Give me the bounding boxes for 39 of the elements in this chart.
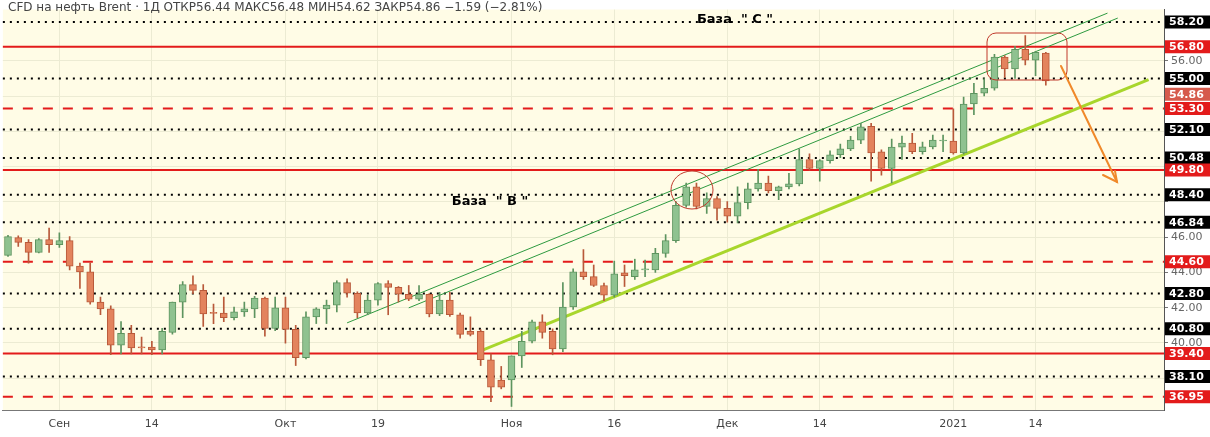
candlestick xyxy=(219,296,228,322)
ref-line-label: 58.20 xyxy=(1169,15,1205,29)
x-tick-label: Окт xyxy=(274,417,297,431)
x-tick-label: 19 xyxy=(370,417,385,431)
ref-line-label: 36.95 xyxy=(1169,390,1204,404)
x-tick-label: Сен xyxy=(48,417,71,431)
y-tick-label: 56.00 xyxy=(1171,53,1203,67)
y-tick-label: 42.00 xyxy=(1171,300,1203,314)
candlestick xyxy=(45,227,53,253)
annotation: База " B " xyxy=(451,193,529,209)
x-tick-label: Ноя xyxy=(500,417,523,431)
ref-line-label: 38.10 xyxy=(1169,369,1205,383)
ref-line-label: 56.80 xyxy=(1169,40,1205,53)
chart-title: CFD на нефть Brent · 1Д ОТКР56.44 МАКС56.48 МИН54.62 ЗАКР54.86 −1.59 (−2.81%) xyxy=(8,0,543,14)
ref-line-label: 39.40 xyxy=(1169,346,1205,360)
ref-line-label: 42.80 xyxy=(1169,286,1205,300)
x-tick-label: 14 xyxy=(144,417,159,431)
x-tick-label: 16 xyxy=(607,417,622,431)
y-tick-label: 46.00 xyxy=(1171,230,1203,243)
ref-line-label: 48.40 xyxy=(1169,188,1205,202)
candlestick xyxy=(384,280,393,316)
x-tick-label: 14 xyxy=(812,417,827,431)
candlestick xyxy=(898,135,906,160)
ref-line-label: 50.48 xyxy=(1169,151,1204,165)
text: 54.86 xyxy=(1169,87,1205,101)
x-tick-label: 2021 xyxy=(939,417,968,431)
candlestick xyxy=(76,262,84,289)
ref-line-label: 46.84 xyxy=(1169,215,1205,229)
candlestick xyxy=(641,259,649,277)
y-tick-label: 40.00 xyxy=(1171,335,1203,349)
x-tick-label: Дек xyxy=(716,417,739,431)
ref-line-label: 44.60 xyxy=(1169,255,1205,269)
candlestick xyxy=(939,134,947,153)
ref-line-label: 55.00 xyxy=(1169,71,1205,85)
ref-line-label: 52.10 xyxy=(1169,122,1205,136)
ref-line-label: 49.80 xyxy=(1169,163,1205,177)
x-tick-label: 14 xyxy=(1028,417,1043,431)
ref-line-label: 40.80 xyxy=(1169,322,1205,336)
ref-line-label: 53.30 xyxy=(1169,101,1205,115)
